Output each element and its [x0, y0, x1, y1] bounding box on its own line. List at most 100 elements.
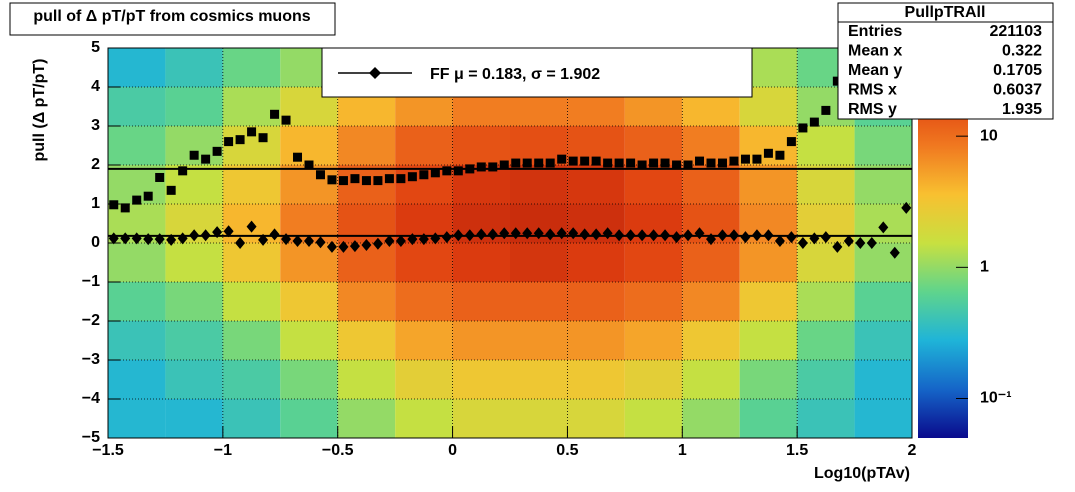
diamond-marker [453, 229, 464, 242]
diamond-marker [510, 227, 521, 240]
heatmap-cell [624, 399, 683, 438]
heatmap-cell [165, 165, 223, 204]
diamond-marker [556, 227, 567, 240]
heatmap-cell [280, 165, 338, 204]
square-marker [373, 176, 383, 186]
z-tick-label: 10⁻¹ [980, 390, 1012, 407]
heatmap-cell [624, 165, 683, 204]
heatmap-cell [452, 282, 510, 321]
heatmap-cell [280, 126, 338, 165]
heatmap-cell [682, 399, 740, 438]
y-tick-label: 2 [91, 156, 100, 173]
square-marker [603, 158, 613, 168]
square-marker [419, 170, 429, 180]
heatmap-cell [165, 321, 223, 360]
stats-value: 221103 [989, 23, 1042, 40]
heatmap-cell [797, 126, 855, 165]
heatmap-cell [280, 399, 338, 438]
heatmap-cell [165, 282, 223, 321]
square-marker [465, 164, 475, 174]
heatmap-cell [337, 399, 396, 438]
heatmap-cell [682, 165, 740, 204]
diamond-marker [614, 229, 625, 242]
x-tick-label: −1 [214, 442, 232, 459]
diamond-marker [464, 229, 475, 242]
diamond-marker [855, 237, 866, 249]
heatmap-cell [682, 243, 740, 282]
stats-value: 0.322 [1002, 43, 1042, 60]
heatmap-cell [222, 48, 281, 87]
stats-label: Mean x [848, 43, 902, 60]
heatmap-cell [739, 321, 798, 360]
diamond-marker [143, 233, 154, 246]
heatmap-cell [395, 321, 453, 360]
square-marker [637, 160, 647, 170]
legend-marker [369, 67, 381, 79]
z-tick-label: 10 [980, 127, 998, 144]
diamond-marker [292, 235, 303, 248]
diamond-marker [843, 235, 854, 248]
square-marker [626, 158, 636, 168]
y-tick-label: −5 [82, 429, 100, 446]
heatmap-cell [854, 321, 912, 360]
heatmap-cell [395, 282, 453, 321]
square-marker [270, 109, 280, 119]
diamond-marker [763, 229, 774, 242]
stats-label: RMS x [848, 82, 897, 99]
square-marker [224, 137, 234, 147]
diamond-marker [338, 240, 349, 253]
square-marker [384, 174, 394, 184]
diamond-marker [533, 227, 544, 240]
diamond-marker [372, 237, 383, 250]
color-bar-ticks: 10⁻¹ 1 10 [956, 127, 1012, 407]
heatmap-cell [739, 399, 798, 438]
square-marker [614, 158, 624, 168]
heatmap-cell [510, 243, 568, 282]
square-marker [430, 168, 440, 178]
title-box [9, 2, 336, 36]
heatmap-cell [739, 282, 798, 321]
heatmap-cell [510, 282, 568, 321]
heatmap-cell [337, 360, 396, 399]
y-tick-label: 5 [91, 39, 100, 56]
square-marker [499, 160, 509, 170]
square-marker [132, 195, 142, 205]
heatmap-cell [280, 243, 338, 282]
heatmap-cell [165, 360, 223, 399]
stats-label: Mean y [848, 62, 902, 79]
heatmap-cell [165, 48, 223, 87]
diamond-marker [637, 229, 648, 242]
square-marker [832, 76, 842, 86]
heatmap-cell [624, 321, 683, 360]
diamond-marker [728, 229, 739, 242]
square-marker [143, 191, 153, 201]
z-tick-label: 1 [980, 259, 989, 276]
x-tick-label: −0.5 [322, 442, 354, 459]
heatmap-cell [108, 48, 166, 87]
heatmap-cell [280, 282, 338, 321]
square-marker [809, 117, 819, 127]
diamond-marker [878, 221, 889, 234]
y-axis-title: pull (Δ pT/pT) [31, 58, 48, 161]
x-tick-label: 0 [448, 442, 457, 459]
heatmap-cell [222, 165, 281, 204]
heatmap-cell [682, 282, 740, 321]
square-marker [717, 158, 727, 168]
diamond-marker [281, 233, 292, 246]
square-marker [201, 154, 211, 164]
square-marker [293, 152, 303, 162]
square-marker [350, 174, 360, 184]
square-marker [798, 123, 808, 133]
heatmap-cell [452, 399, 510, 438]
x-tick-label: 0.5 [556, 442, 578, 459]
heatmap-cell [280, 321, 338, 360]
heatmap-cell [682, 360, 740, 399]
square-marker [155, 172, 165, 182]
heatmap-cell [510, 360, 568, 399]
heatmap-cell [797, 321, 855, 360]
diamond-marker [487, 228, 498, 241]
heatmap-cell [222, 321, 281, 360]
diamond-marker [499, 227, 510, 240]
square-marker [178, 166, 188, 176]
x-tick-label: −1.5 [92, 442, 124, 459]
